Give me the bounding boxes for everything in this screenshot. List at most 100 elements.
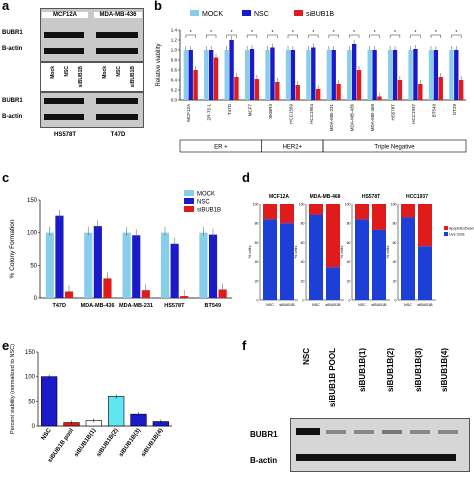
- legend-label: Live Cells: [449, 233, 465, 237]
- bar: [93, 226, 102, 298]
- group-label: HER2+: [283, 145, 303, 151]
- significance-bracket: [206, 34, 217, 38]
- x-tick-label: HS578T: [164, 303, 185, 309]
- panel-d-label: d: [242, 170, 250, 185]
- stacked-bar-live: [355, 219, 369, 300]
- y-tick-label: 50: [30, 263, 37, 269]
- bar: [438, 77, 443, 100]
- x-tick-label: siBUB1B(3): [118, 428, 142, 458]
- x-tick-label: SKBR3: [268, 104, 273, 119]
- bar: [408, 50, 413, 100]
- y-tick-label: 50: [28, 399, 35, 405]
- band: [382, 430, 402, 434]
- bar: [213, 57, 219, 100]
- bar: [392, 50, 398, 100]
- band: [326, 430, 346, 434]
- bar: [336, 84, 341, 100]
- y-axis-title: % cells: [339, 246, 344, 259]
- significance-bracket: [410, 34, 421, 38]
- significance-bracket: [430, 34, 441, 38]
- x-tick-label: HS578T: [391, 104, 396, 121]
- band: [44, 114, 84, 120]
- significance-bracket: [451, 34, 462, 38]
- bar: [351, 44, 357, 100]
- bar: [84, 232, 93, 298]
- x-tick-label: NSC: [312, 303, 320, 307]
- x-tick-label: siBUB1B: [371, 303, 387, 307]
- panel-c-label: c: [2, 170, 10, 185]
- y-tick-label: 0: [32, 424, 36, 430]
- band: [410, 430, 430, 434]
- bar: [331, 50, 336, 100]
- significance-bracket: [328, 34, 339, 38]
- y-tick-label: 40: [347, 260, 351, 264]
- y-tick-label: 1.0: [171, 48, 178, 53]
- legend-swatch: [184, 206, 194, 212]
- x-tick-label: ZR-75-1: [207, 104, 212, 121]
- bar: [122, 232, 131, 298]
- lane-label: NSC: [64, 66, 70, 77]
- y-tick-label: 100: [299, 203, 305, 207]
- band: [96, 98, 138, 104]
- bar: [64, 291, 74, 298]
- legend-label: MOCK: [202, 11, 223, 18]
- chart-c: 0 50 100 150 % Colony Formation T47D MDA-MB-43…: [9, 190, 232, 309]
- significance-mark: *: [455, 30, 457, 36]
- bar: [265, 50, 270, 100]
- y-tick-label: 0.2: [171, 88, 178, 93]
- group-label: Triple Negative: [374, 145, 415, 151]
- bar: [418, 84, 423, 100]
- bar: [295, 85, 300, 100]
- bar: [367, 50, 372, 100]
- legend-label: Apoptotic/Dead Cells: [449, 227, 474, 231]
- band: [44, 32, 84, 38]
- legend-label: NSC: [254, 11, 269, 18]
- significance-bracket: [246, 34, 258, 38]
- x-tick-label: NSC: [404, 303, 412, 307]
- lane-label: Mock: [102, 66, 108, 79]
- bar: [249, 49, 255, 100]
- panel-a-label: a: [2, 0, 10, 13]
- x-tick-label: siBUB1B: [325, 303, 341, 307]
- blot-f-row-bubr1: BUBR1: [250, 430, 278, 439]
- bar: [188, 50, 193, 100]
- bar: [356, 70, 362, 100]
- y-tick-label: 20: [255, 279, 259, 283]
- significance-mark: *: [333, 30, 335, 36]
- y-tick-label: 20: [393, 279, 397, 283]
- stacked-bar-live: [372, 229, 386, 300]
- bar: [306, 50, 311, 100]
- band: [96, 114, 138, 120]
- x-tick-label: NSC: [41, 427, 54, 441]
- bar: [170, 243, 179, 298]
- significance-mark: *: [210, 30, 212, 36]
- bar: [208, 50, 214, 100]
- bar: [208, 234, 218, 298]
- significance-mark: *: [374, 30, 376, 36]
- bar: [413, 49, 418, 100]
- bar: [311, 47, 316, 100]
- significance-mark: *: [292, 30, 294, 36]
- lane-label: NSC: [116, 66, 122, 77]
- panel-c: c 0 50 100 150 % Colony Formation T47D MDA-MB-…: [0, 170, 240, 330]
- lane-label: siBUB1B(3): [414, 348, 423, 393]
- y-tick-label: 80: [255, 222, 259, 226]
- x-tick-label: siBUB1B(2): [96, 428, 120, 458]
- blot-a-row-bactin: B-actin: [2, 46, 23, 52]
- stacked-bar-live: [401, 217, 415, 300]
- bar: [285, 50, 291, 100]
- stacked-bar-live: [326, 267, 340, 300]
- y-tick-label: 40: [255, 260, 259, 264]
- band: [96, 32, 138, 38]
- y-tick-label: 0: [303, 299, 305, 303]
- significance-mark: *: [394, 30, 396, 36]
- legend-swatch: [242, 10, 251, 16]
- panel-b: b MOCK NSC siBUB1B 0.0 0.2 0.4 0.6 0.8 1.0 1.2 1.4…: [150, 0, 474, 158]
- x-tick-label: BT549: [431, 104, 436, 118]
- x-tick-label: MCF7: [248, 104, 253, 117]
- y-tick-label: 1.4: [171, 28, 178, 33]
- significance-bracket: [369, 34, 380, 38]
- lane-label: NSC: [302, 348, 311, 365]
- bar: [132, 235, 141, 298]
- subplot-title: HS578T: [362, 194, 380, 200]
